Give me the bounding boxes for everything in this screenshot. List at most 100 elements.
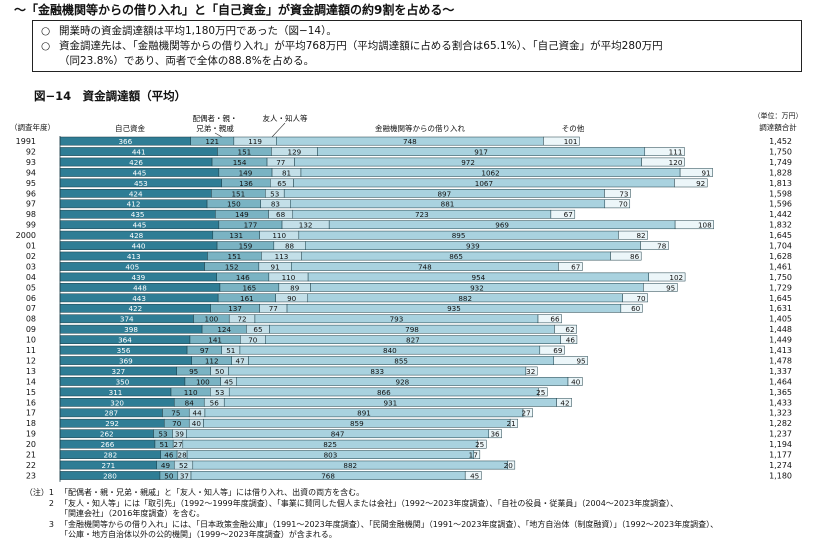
value-label: 51 bbox=[226, 346, 235, 355]
value-label: 82 bbox=[636, 231, 645, 240]
bar-segment bbox=[537, 314, 562, 324]
value-label: 748 bbox=[418, 262, 432, 271]
value-label: 60 bbox=[631, 304, 641, 313]
year-label: 23 bbox=[26, 471, 36, 480]
total-value: 1,442 bbox=[769, 210, 792, 219]
value-label: 440 bbox=[132, 242, 146, 251]
bar-segment bbox=[643, 283, 678, 292]
value-label: 859 bbox=[350, 419, 364, 428]
value-label: 66 bbox=[550, 315, 560, 324]
year-label: 07 bbox=[26, 304, 36, 313]
total-value: 1,274 bbox=[769, 461, 792, 470]
footnote: 「公庫・地方自治体以外の公的機関」（1999〜2023年度調査）が含まれる。 bbox=[60, 530, 337, 540]
total-value: 1,464 bbox=[769, 377, 792, 386]
value-label: 84 bbox=[185, 398, 195, 407]
value-label: 17 bbox=[469, 451, 478, 460]
legend-friends: 友人・知人等 bbox=[263, 113, 308, 123]
value-label: 443 bbox=[132, 294, 146, 303]
value-label: 972 bbox=[461, 158, 475, 167]
year-label: 99 bbox=[26, 221, 36, 230]
total-value: 1,749 bbox=[769, 158, 792, 167]
legend-leader-line bbox=[214, 132, 223, 138]
year-label: 03 bbox=[26, 262, 36, 271]
value-label: 280 bbox=[103, 471, 117, 480]
value-label: 89 bbox=[290, 283, 300, 292]
value-label: 827 bbox=[406, 336, 420, 345]
bar-segment bbox=[567, 377, 583, 386]
value-label: 53 bbox=[270, 189, 279, 198]
value-label: 86 bbox=[630, 252, 640, 261]
year-label: 20 bbox=[26, 440, 36, 449]
value-label: 65 bbox=[277, 179, 286, 188]
value-label: 398 bbox=[124, 325, 138, 334]
value-label: 120 bbox=[669, 158, 683, 167]
value-label: 47 bbox=[236, 356, 245, 365]
summary-box: ○ 開業時の資金調達額は平均1,180万円であった（図−14）。 ○ 資金調達先… bbox=[32, 20, 802, 72]
value-label: 161 bbox=[240, 294, 254, 303]
value-label: 131 bbox=[229, 231, 243, 240]
value-label: 91 bbox=[271, 262, 280, 271]
value-label: 374 bbox=[120, 315, 134, 324]
total-value: 1,478 bbox=[769, 356, 792, 365]
value-label: 21 bbox=[507, 419, 516, 428]
year-label: 08 bbox=[26, 315, 36, 324]
value-label: 833 bbox=[370, 367, 384, 376]
value-label: 50 bbox=[164, 471, 174, 480]
year-label: 18 bbox=[26, 419, 36, 428]
value-label: 441 bbox=[132, 147, 146, 156]
total-value: 1,596 bbox=[769, 200, 792, 209]
year-label: 14 bbox=[26, 377, 36, 386]
value-label: 152 bbox=[225, 262, 239, 271]
value-label: 25 bbox=[536, 388, 545, 397]
value-label: 62 bbox=[565, 325, 574, 334]
value-label: 426 bbox=[129, 158, 143, 167]
value-label: 151 bbox=[228, 252, 242, 261]
value-label: 100 bbox=[196, 377, 210, 386]
legend-self-funds: 自己資金 bbox=[115, 123, 145, 133]
value-label: 101 bbox=[564, 137, 578, 146]
value-label: 151 bbox=[231, 189, 245, 198]
value-label: 939 bbox=[466, 242, 480, 251]
value-label: 97 bbox=[200, 346, 209, 355]
value-label: 27 bbox=[522, 409, 531, 418]
year-label: 16 bbox=[26, 398, 36, 407]
value-label: 124 bbox=[217, 325, 231, 334]
footnote: 「関連会社」（2016年度調査）を含む。 bbox=[60, 509, 205, 519]
value-label: 56 bbox=[210, 398, 220, 407]
year-label: 11 bbox=[26, 346, 36, 355]
value-label: 146 bbox=[236, 273, 250, 282]
value-label: 70 bbox=[248, 336, 258, 345]
value-label: 110 bbox=[184, 388, 198, 397]
value-label: 798 bbox=[405, 325, 419, 334]
bar-segment bbox=[644, 147, 685, 156]
page-headline: 〜「金融機関等からの借り入れ」と「自己資金」が資金調達額の約9割を占める〜 bbox=[14, 3, 455, 17]
bar-segment bbox=[622, 293, 648, 303]
summary-line: （同23.8%）であり、両者で全体の88.8%を占める。 bbox=[41, 54, 793, 69]
value-label: 83 bbox=[271, 200, 280, 209]
value-label: 748 bbox=[403, 137, 417, 146]
year-label: 93 bbox=[26, 158, 36, 167]
value-label: 1067 bbox=[475, 179, 493, 188]
bar-segment bbox=[620, 303, 643, 313]
value-label: 932 bbox=[470, 283, 484, 292]
bar-segment bbox=[473, 450, 481, 459]
bar-segment bbox=[618, 230, 648, 240]
value-label: 88 bbox=[285, 242, 295, 251]
value-label: 969 bbox=[495, 221, 509, 230]
total-value: 1,813 bbox=[769, 179, 792, 188]
value-label: 855 bbox=[394, 356, 408, 365]
value-label: 865 bbox=[449, 252, 463, 261]
bar-segment bbox=[477, 439, 487, 449]
year-label: 02 bbox=[26, 252, 36, 261]
value-label: 25 bbox=[475, 440, 484, 449]
summary-line: ○ 資金調達先は、「金融機関等からの借り入れ」が平均768万円（平均調達額に占め… bbox=[41, 39, 793, 54]
year-label: 96 bbox=[26, 189, 36, 198]
value-label: 95 bbox=[576, 356, 585, 365]
legend-leader-line bbox=[271, 122, 286, 138]
value-label: 928 bbox=[396, 377, 410, 386]
value-label: 287 bbox=[104, 409, 118, 418]
value-label: 69 bbox=[553, 346, 563, 355]
year-label: 01 bbox=[26, 242, 36, 251]
bullet-icon: ○ bbox=[41, 40, 51, 52]
value-label: 67 bbox=[571, 262, 580, 271]
